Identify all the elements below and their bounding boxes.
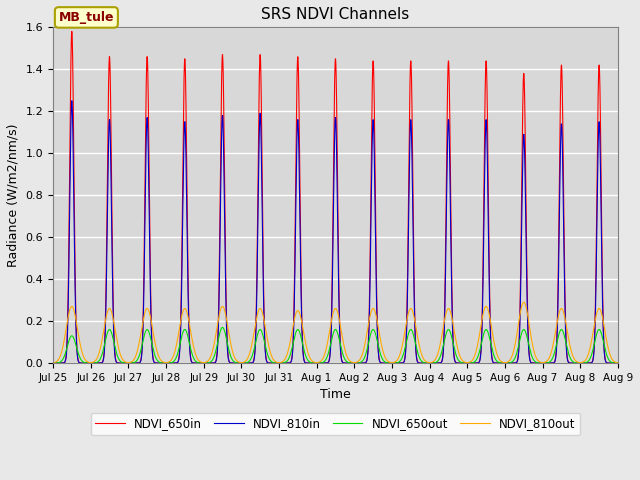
X-axis label: Time: Time	[320, 388, 351, 401]
NDVI_650in	[164, 360, 172, 366]
NDVI_810out	[614, 360, 622, 366]
NDVI_650out	[49, 360, 57, 366]
Line: NDVI_650in: NDVI_650in	[53, 32, 618, 363]
NDVI_650in	[49, 360, 57, 366]
NDVI_810in	[612, 360, 620, 366]
Text: MB_tule: MB_tule	[59, 11, 114, 24]
NDVI_650in	[494, 360, 502, 366]
NDVI_810in	[49, 360, 57, 366]
NDVI_810out	[494, 353, 502, 359]
Line: NDVI_810in: NDVI_810in	[53, 101, 618, 363]
NDVI_650in	[170, 360, 178, 366]
NDVI_810out	[164, 360, 172, 365]
NDVI_650out	[413, 349, 421, 355]
NDVI_810in	[413, 359, 421, 365]
NDVI_810in	[614, 360, 622, 366]
NDVI_650out	[164, 360, 172, 366]
NDVI_810out	[49, 360, 57, 366]
Line: NDVI_810out: NDVI_810out	[53, 302, 618, 363]
NDVI_810in	[164, 360, 172, 366]
Title: SRS NDVI Channels: SRS NDVI Channels	[261, 7, 410, 22]
NDVI_650in	[614, 360, 622, 366]
NDVI_650out	[260, 339, 268, 345]
Legend: NDVI_650in, NDVI_810in, NDVI_650out, NDVI_810out: NDVI_650in, NDVI_810in, NDVI_650out, NDV…	[91, 413, 580, 435]
NDVI_810out	[520, 300, 527, 305]
NDVI_650out	[219, 324, 227, 330]
NDVI_650in	[260, 328, 268, 334]
NDVI_650in	[612, 360, 620, 366]
NDVI_810out	[612, 360, 620, 365]
NDVI_810out	[413, 333, 421, 339]
NDVI_650out	[494, 359, 502, 365]
NDVI_650out	[612, 360, 620, 366]
NDVI_810in	[260, 334, 268, 340]
NDVI_650in	[413, 359, 421, 364]
Y-axis label: Radiance (W/m2/nm/s): Radiance (W/m2/nm/s)	[7, 123, 20, 267]
NDVI_810out	[260, 320, 268, 325]
NDVI_650in	[68, 29, 76, 35]
NDVI_650out	[614, 360, 622, 366]
NDVI_650out	[170, 359, 178, 364]
NDVI_810out	[170, 352, 178, 358]
NDVI_810in	[68, 98, 76, 104]
NDVI_810in	[170, 360, 178, 366]
NDVI_810in	[494, 360, 502, 366]
Line: NDVI_650out: NDVI_650out	[53, 327, 618, 363]
